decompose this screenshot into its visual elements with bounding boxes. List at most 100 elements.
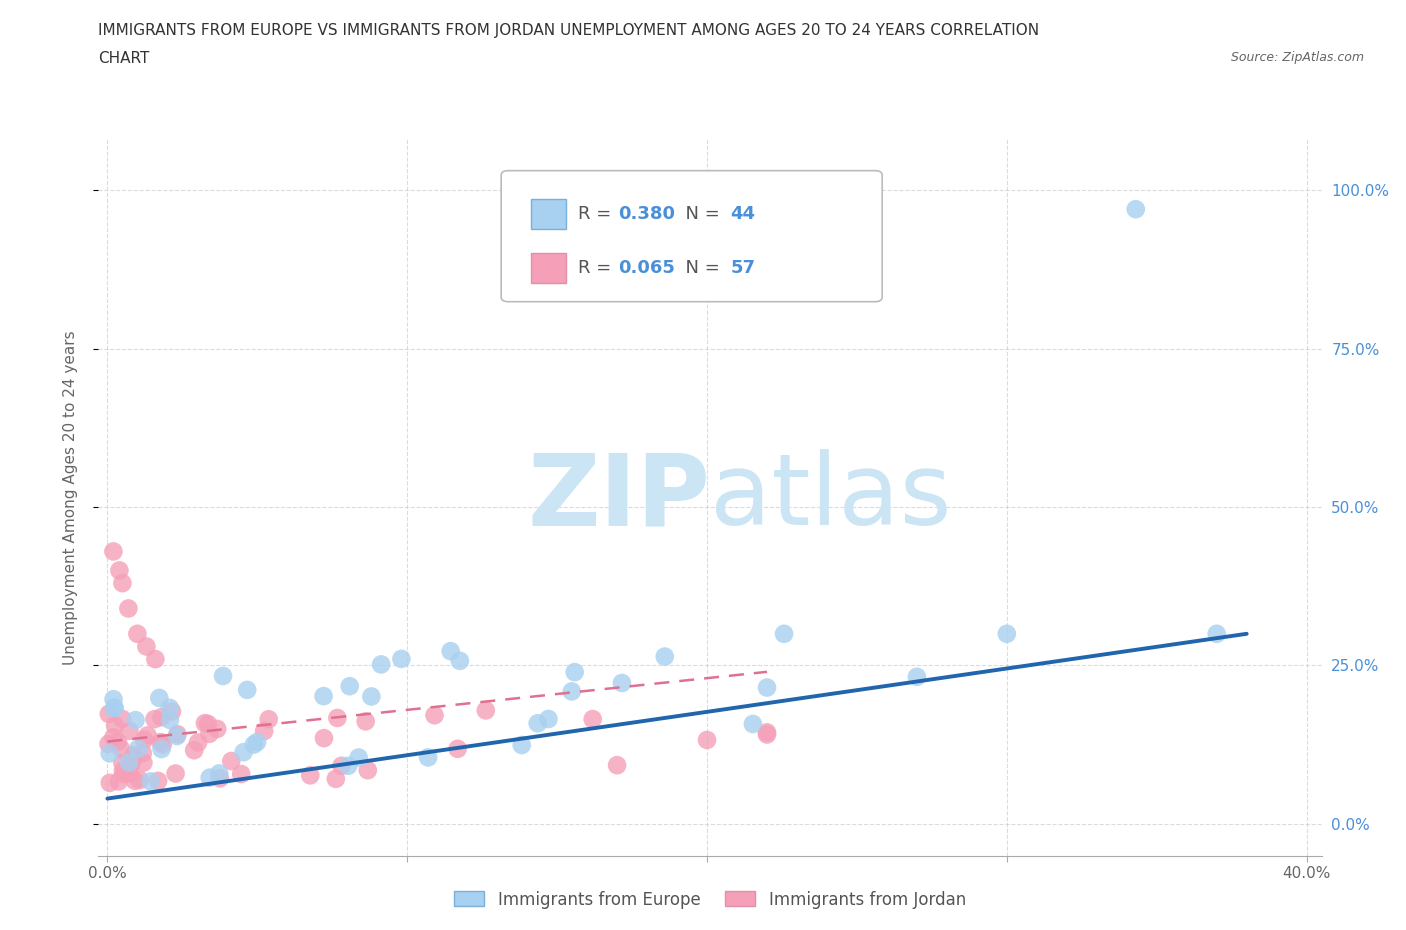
Text: N =: N = [673, 259, 725, 277]
Point [146, 774, 169, 789]
Point [440, 644, 463, 658]
Point [150, 710, 173, 724]
Point [232, 745, 254, 760]
Point [118, 766, 141, 781]
Point [160, 704, 183, 719]
Point [756, 724, 779, 739]
Point [107, 735, 129, 750]
Point [198, 770, 221, 785]
Point [475, 703, 498, 718]
Point [360, 689, 382, 704]
Point [110, 741, 132, 756]
Point [118, 755, 141, 770]
Point [145, 652, 167, 667]
Point [510, 737, 533, 752]
Point [1125, 202, 1147, 217]
Text: 57: 57 [730, 259, 755, 277]
Point [107, 774, 129, 789]
Point [166, 727, 188, 742]
Point [610, 675, 633, 690]
Point [97, 707, 120, 722]
Point [103, 730, 125, 745]
Point [122, 748, 145, 763]
Point [150, 741, 173, 756]
Point [128, 773, 150, 788]
Point [103, 700, 125, 715]
Point [423, 708, 446, 723]
Point [231, 766, 253, 781]
Point [257, 711, 280, 726]
Text: 0.065: 0.065 [617, 259, 675, 277]
Point [97, 737, 120, 751]
Point [152, 737, 174, 751]
Point [995, 627, 1018, 642]
Point [391, 652, 413, 667]
Legend: Immigrants from Europe, Immigrants from Jordan: Immigrants from Europe, Immigrants from … [447, 884, 973, 915]
Point [696, 733, 718, 748]
Point [117, 601, 139, 616]
Text: CHART: CHART [98, 51, 150, 66]
Text: atlas: atlas [710, 449, 952, 546]
Point [370, 657, 392, 671]
Point [148, 690, 170, 705]
Point [741, 717, 763, 732]
Point [149, 735, 172, 750]
Point [357, 763, 380, 777]
Point [208, 766, 231, 781]
Point [111, 711, 134, 726]
Point [564, 665, 586, 680]
Point [905, 670, 928, 684]
Point [122, 751, 145, 765]
Point [347, 751, 370, 765]
Point [132, 755, 155, 770]
Point [243, 737, 266, 752]
Point [449, 654, 471, 669]
Point [526, 716, 548, 731]
Text: IMMIGRANTS FROM EUROPE VS IMMIGRANTS FROM JORDAN UNEMPLOYMENT AMONG AGES 20 TO 2: IMMIGRANTS FROM EUROPE VS IMMIGRANTS FRO… [98, 23, 1039, 38]
Point [1205, 627, 1227, 642]
Point [537, 711, 560, 726]
Point [561, 684, 583, 698]
Point [205, 722, 228, 737]
Point [165, 766, 187, 781]
Text: 44: 44 [730, 206, 755, 223]
Point [103, 700, 125, 715]
Point [447, 741, 470, 756]
Text: Source: ZipAtlas.com: Source: ZipAtlas.com [1230, 51, 1364, 64]
Point [194, 716, 217, 731]
Point [312, 731, 335, 746]
Point [98, 746, 121, 761]
Point [159, 712, 181, 727]
Point [124, 774, 146, 789]
Point [339, 679, 361, 694]
Point [98, 776, 121, 790]
Point [127, 627, 149, 642]
Y-axis label: Unemployment Among Ages 20 to 24 years: Unemployment Among Ages 20 to 24 years [63, 330, 77, 665]
Point [212, 669, 235, 684]
Point [108, 563, 131, 578]
Point [236, 683, 259, 698]
Point [299, 768, 322, 783]
Point [132, 746, 155, 761]
Point [103, 544, 125, 559]
Point [606, 758, 628, 773]
Point [183, 743, 205, 758]
Point [166, 728, 188, 743]
Point [582, 711, 605, 726]
Point [654, 649, 676, 664]
Point [337, 758, 360, 773]
Point [139, 774, 162, 789]
Point [253, 724, 276, 738]
Point [208, 771, 231, 786]
Point [112, 766, 135, 781]
Point [246, 735, 269, 750]
Point [111, 764, 134, 778]
Text: N =: N = [673, 206, 725, 223]
Point [124, 712, 146, 727]
Point [330, 758, 353, 773]
Point [121, 756, 143, 771]
Point [136, 728, 159, 743]
Point [111, 755, 134, 770]
Point [325, 771, 347, 786]
Point [134, 732, 156, 747]
